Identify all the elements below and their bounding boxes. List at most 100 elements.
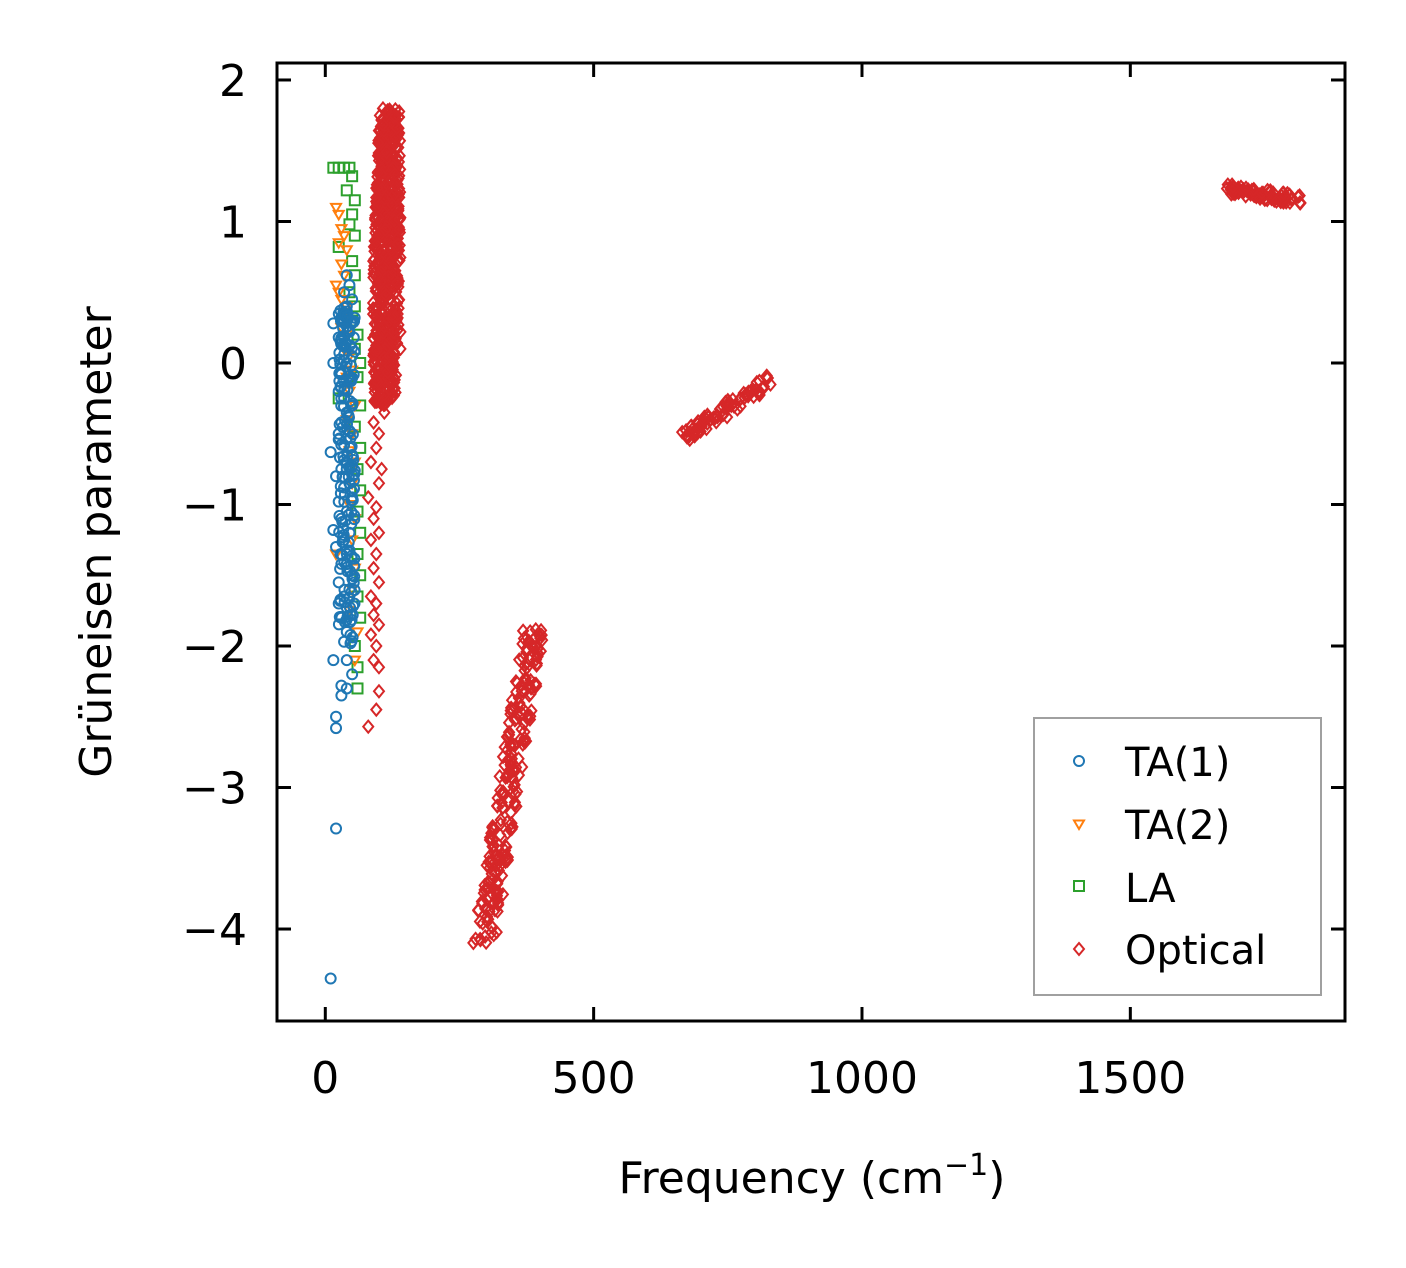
- optical-cluster-2: [675, 368, 777, 448]
- optical-point: [367, 414, 380, 430]
- ta1-point: [343, 441, 356, 454]
- ta2-point: [340, 245, 354, 257]
- optical-point: [375, 181, 389, 198]
- optical-point: [516, 736, 530, 753]
- optical-point: [531, 645, 544, 661]
- legend-marker-ta2: [1072, 819, 1086, 831]
- optical-cluster-3: [1220, 177, 1307, 211]
- optical-point: [371, 199, 385, 215]
- ta1-point: [336, 548, 349, 561]
- ta1-point: [344, 565, 357, 578]
- ta1-point: [348, 584, 361, 597]
- optical-point: [384, 171, 398, 187]
- optical-point: [379, 222, 392, 238]
- ta1-point: [332, 495, 345, 508]
- ta1-point: [345, 586, 358, 599]
- ta2-point: [329, 202, 343, 215]
- optical-point: [685, 418, 698, 434]
- y-tick-label: 2: [219, 56, 247, 107]
- optical-point: [388, 108, 401, 124]
- optical-point: [372, 210, 385, 226]
- optical-point: [517, 630, 531, 647]
- ta1-point: [344, 637, 357, 650]
- optical-point: [688, 423, 701, 439]
- optical-point: [374, 264, 388, 280]
- optical-point: [371, 269, 385, 286]
- optical-point: [377, 387, 391, 403]
- la-point: [354, 399, 367, 412]
- optical-point: [369, 440, 383, 456]
- optical-point: [721, 396, 735, 412]
- optical-point: [516, 623, 530, 639]
- optical-point: [380, 300, 393, 316]
- ta1-point: [330, 822, 343, 835]
- x-tick-label: 0: [311, 1053, 339, 1104]
- optical-point: [388, 131, 402, 147]
- ta1-point: [345, 505, 358, 518]
- legend-markers: [1072, 755, 1086, 957]
- ta1-point: [334, 381, 347, 394]
- optical-point: [501, 742, 514, 758]
- optical-point: [490, 857, 503, 873]
- ta1-point: [346, 293, 359, 306]
- optical-point: [366, 253, 380, 269]
- ta1-point: [346, 572, 359, 585]
- legend-marker-ta1: [1073, 755, 1085, 767]
- x-tick-label: 500: [552, 1053, 636, 1104]
- ta1-point: [333, 353, 346, 366]
- optical-point: [364, 454, 378, 470]
- optical-point: [392, 317, 405, 333]
- optical-point: [508, 794, 522, 810]
- ta2-point: [331, 209, 346, 222]
- optical-point: [1283, 187, 1296, 203]
- optical-point: [369, 546, 383, 562]
- optical-point: [367, 652, 380, 668]
- ta1-point: [340, 654, 353, 667]
- ta1-point: [344, 616, 357, 629]
- la-point: [354, 484, 367, 497]
- ta1-point: [344, 629, 357, 642]
- ta1-point: [327, 356, 340, 369]
- optical-point: [392, 170, 405, 186]
- ta1-point: [346, 494, 359, 507]
- optical-point: [367, 342, 381, 358]
- optical-point: [387, 387, 401, 404]
- optical-point: [377, 325, 390, 341]
- optical-point: [518, 730, 532, 746]
- optical-point: [372, 328, 386, 344]
- ta1-point: [336, 515, 349, 528]
- optical-point: [491, 874, 504, 890]
- optical-point: [504, 736, 517, 752]
- ta1-point: [330, 710, 343, 723]
- ta1-point: [348, 509, 361, 522]
- optical-point: [388, 128, 402, 144]
- optical-point: [391, 151, 404, 167]
- optical-point: [376, 117, 389, 133]
- optical-point: [1283, 195, 1297, 211]
- ta1-point: [344, 608, 357, 621]
- ta1-point: [348, 468, 361, 481]
- ta2-point: [337, 231, 351, 243]
- la-point: [343, 286, 356, 299]
- ta1-point: [332, 618, 345, 631]
- optical-point: [711, 409, 724, 425]
- optical-point: [386, 306, 400, 322]
- optical-point: [701, 415, 714, 432]
- x-axis-label-close: ): [988, 1153, 1005, 1204]
- optical-point: [388, 166, 402, 182]
- x-axis-label-superscript: −1: [944, 1148, 988, 1183]
- ta1-point: [341, 310, 354, 323]
- optical-point: [519, 672, 532, 688]
- optical-point: [749, 382, 763, 398]
- optical-point: [369, 499, 383, 515]
- optical-point: [384, 385, 398, 401]
- optical-point: [391, 236, 405, 252]
- ta1-point: [327, 654, 340, 667]
- ta1-point: [334, 594, 347, 607]
- ta1-point: [337, 522, 350, 535]
- optical-point: [372, 574, 386, 590]
- optical-point: [394, 324, 407, 340]
- optical-point: [388, 110, 401, 126]
